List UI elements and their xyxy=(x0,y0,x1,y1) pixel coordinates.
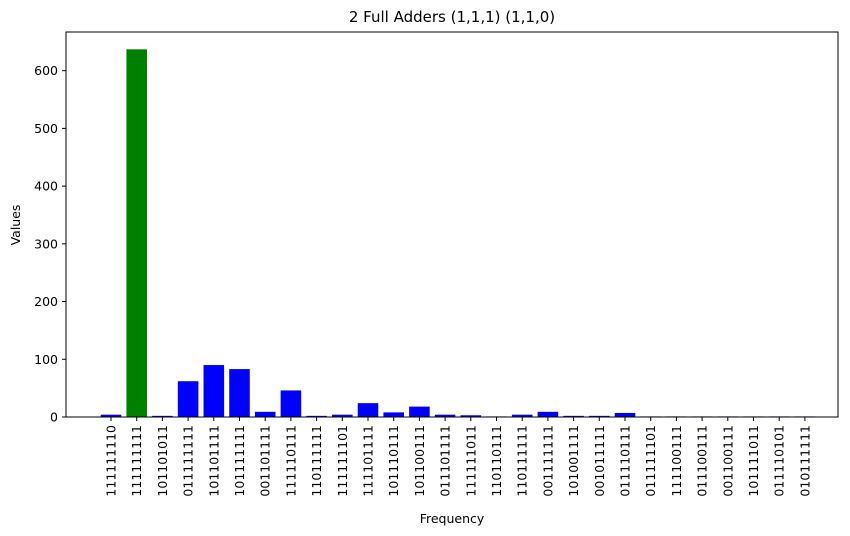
x-tick-label: 111110111 xyxy=(283,425,298,497)
bar xyxy=(563,415,584,417)
bar xyxy=(614,412,636,417)
bar xyxy=(126,49,147,417)
x-tick-label: 110111111 xyxy=(309,425,324,497)
x-tick-label: 111101111 xyxy=(361,425,376,497)
bar xyxy=(434,414,456,417)
x-tick-label: 011111101 xyxy=(643,425,658,497)
x-tick-label: 111111110 xyxy=(104,425,119,497)
x-tick-label: 001111111 xyxy=(540,425,555,497)
x-axis: 111111110 111111111 101101011 011111111 1011… xyxy=(104,417,812,497)
x-axis-title: Frequency xyxy=(420,511,485,526)
bars-layer xyxy=(100,49,816,417)
y-tick-label: 300 xyxy=(34,236,58,251)
y-axis-title: Values xyxy=(8,205,23,246)
x-tick-label: 110110111 xyxy=(489,425,504,497)
bar xyxy=(357,403,379,417)
bar xyxy=(409,406,430,417)
x-tick-label: 011110111 xyxy=(618,425,633,497)
y-tick-label: 200 xyxy=(34,294,58,309)
bar xyxy=(589,415,610,417)
x-tick-label: 101001111 xyxy=(566,425,581,497)
x-tick-label: 011111111 xyxy=(181,425,196,497)
bar xyxy=(280,390,302,417)
x-tick-label: 111111111 xyxy=(129,425,144,497)
y-tick-label: 600 xyxy=(34,63,58,78)
x-tick-label: 001101111 xyxy=(258,425,273,497)
bar xyxy=(383,412,404,417)
x-tick-label: 101101011 xyxy=(155,425,170,497)
y-tick-label: 400 xyxy=(34,179,58,194)
y-axis: 0 100 200 300 400 500 600 xyxy=(34,63,66,425)
x-tick-label: 111111101 xyxy=(335,425,350,497)
bar xyxy=(306,415,327,417)
bar xyxy=(460,415,482,417)
bar xyxy=(100,414,122,417)
x-tick-label: 010111111 xyxy=(797,425,812,497)
bar xyxy=(511,414,533,417)
x-tick-label: 101110111 xyxy=(386,425,401,497)
x-tick-label: 101111011 xyxy=(746,425,761,497)
plot-frame xyxy=(65,31,839,418)
x-tick-label: 101100111 xyxy=(412,425,427,497)
y-tick-label: 100 xyxy=(34,352,58,367)
bar xyxy=(332,414,353,417)
y-tick-label: 500 xyxy=(34,121,58,136)
x-tick-label: 111111011 xyxy=(463,425,478,497)
bar xyxy=(254,411,276,417)
chart-title: 2 Full Adders (1,1,1) (1,1,0) xyxy=(349,8,555,26)
x-tick-label: 101111111 xyxy=(232,425,247,497)
x-tick-label: 111100111 xyxy=(669,425,684,497)
x-tick-label: 101101111 xyxy=(206,425,221,497)
bar xyxy=(203,365,225,417)
y-tick-label: 0 xyxy=(50,410,58,425)
x-tick-label: 110111111 xyxy=(515,425,530,497)
x-tick-label: 001100111 xyxy=(720,425,735,497)
bar xyxy=(537,411,559,417)
x-tick-label: 001011111 xyxy=(592,425,607,497)
x-tick-label: 011100111 xyxy=(695,425,710,497)
bar xyxy=(152,415,173,417)
x-tick-label: 011110101 xyxy=(772,425,787,497)
bar xyxy=(177,381,199,417)
x-tick-label: 011101111 xyxy=(438,425,453,497)
bar xyxy=(229,369,250,417)
